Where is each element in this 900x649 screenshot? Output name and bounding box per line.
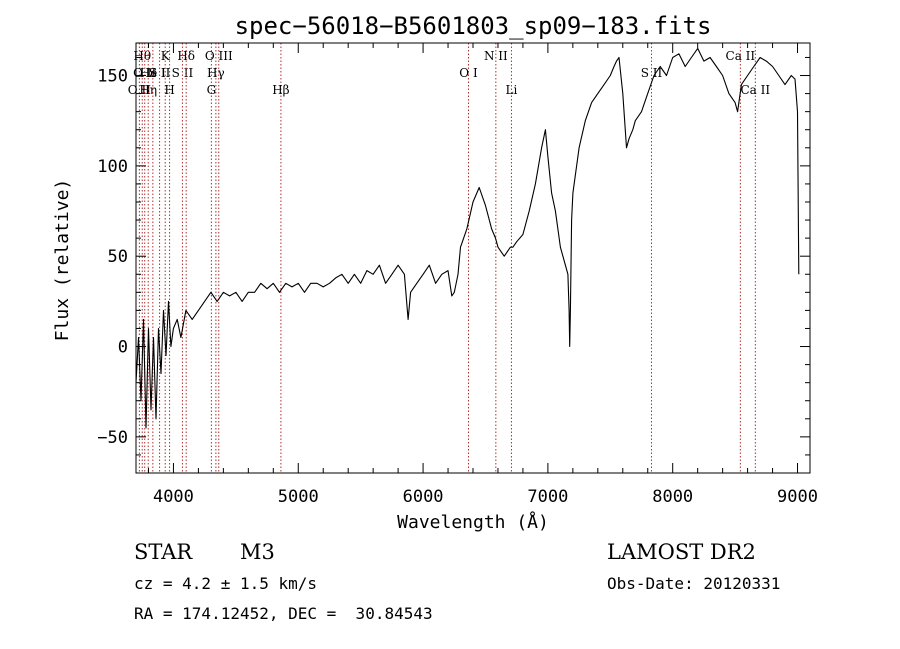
y-tick-label: −50 (97, 428, 128, 448)
y-axis-title: Flux (relative) (52, 179, 73, 342)
redshift-velocity: cz = 4.2 ± 1.5 km/s (134, 574, 318, 593)
plot-frame (135, 42, 811, 474)
x-tick-label: 7000 (527, 487, 568, 507)
survey-name: LAMOST DR2 (607, 540, 756, 564)
x-axis-title: Wavelength (Å) (397, 511, 549, 533)
y-tick-label: 0 (118, 338, 128, 358)
object-class: STAR (134, 540, 193, 564)
marker-label-16: Li (506, 83, 518, 97)
x-tick-label: 5000 (278, 487, 319, 507)
marker-label-5: S II (149, 66, 171, 80)
y-axis-ticks: −50 0 50 100 150 (97, 56, 810, 456)
marker-label-3: Hη (139, 83, 157, 97)
chart-title: spec−56018−B5601803_sp09−183.fits (235, 12, 712, 40)
marker-label-13: Hβ (272, 83, 289, 97)
marker-label-12: O III (205, 49, 233, 63)
object-subclass: M3 (240, 540, 275, 564)
y-tick-label: 50 (108, 247, 128, 267)
marker-label-17: S II (641, 66, 663, 80)
marker-label-19: Ca II (741, 83, 771, 97)
y-tick-label: 100 (97, 157, 128, 177)
marker-label-10: G (207, 83, 217, 97)
axes-frame (135, 42, 811, 474)
marker-label-0: O II (128, 83, 151, 97)
sky-coordinates: RA = 174.12452, DEC = 30.84543 (134, 604, 433, 623)
spectrum-series-line (135, 47, 800, 429)
marker-label-9: Hδ (177, 49, 195, 63)
x-axis-ticks: 4000 5000 6000 7000 8000 9000 (147, 43, 818, 507)
marker-label-2: O II (133, 66, 156, 80)
x-tick-label: 6000 (403, 487, 444, 507)
marker-label-7: H (164, 83, 174, 97)
marker-label-18: Ca II (726, 49, 756, 63)
marker-label-11: Hγ (207, 66, 225, 80)
marker-label-1: Hθ (133, 49, 151, 63)
y-tick-label: 150 (97, 67, 128, 87)
x-tick-label: 8000 (652, 487, 693, 507)
x-tick-label: 4000 (153, 487, 194, 507)
marker-label-6: K (161, 49, 171, 63)
marker-label-15: N II (484, 49, 508, 63)
marker-label-8: S II (172, 66, 194, 80)
marker-label-14: O I (459, 66, 478, 80)
observation-date: Obs-Date: 20120331 (607, 574, 781, 593)
marker-label-4: He I (140, 66, 166, 80)
x-tick-label: 9000 (777, 487, 818, 507)
